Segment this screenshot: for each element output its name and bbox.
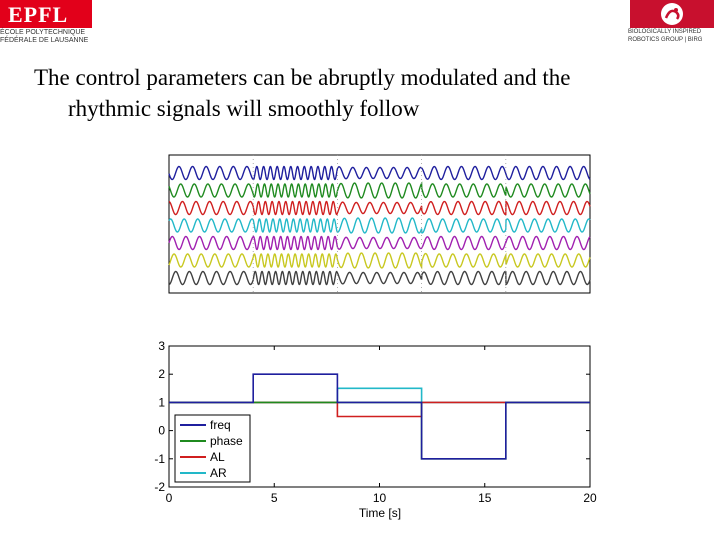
y-tick-label: 1 (158, 395, 165, 409)
oscillation-series-3 (168, 200, 591, 216)
epfl-logo: EPFL ÉCOLE POLYTECHNIQUE FÉDÉRALE DE LAU… (0, 0, 96, 46)
oscillation-series-7 (168, 270, 591, 286)
epfl-logo-line1: ÉCOLE POLYTECHNIQUE (0, 29, 86, 36)
series-line-AL (169, 401, 590, 418)
x-tick-label: 10 (373, 491, 387, 505)
slide-text: The control parameters can be abruptly m… (34, 62, 704, 124)
legend-box (174, 414, 251, 483)
legend-label-AL: AL (210, 450, 225, 464)
oscillation-series-4 (168, 217, 591, 234)
oscillation-series-2 (168, 181, 591, 199)
salamander-icon (661, 3, 683, 25)
epfl-logo-mark: EPFL (0, 0, 92, 28)
y-tick-label: -2 (154, 480, 165, 494)
x-axis-label: Time [s] (359, 506, 401, 520)
series-line-AR (169, 387, 590, 404)
legend-label-AR: AR (210, 466, 227, 480)
slide-text-line2: rhythmic signals will smoothly follow (68, 96, 420, 121)
oscillation-series-6 (168, 252, 591, 270)
y-tick-label: -1 (154, 452, 165, 466)
birg-logo-line1: BIOLOGICALLY INSPIRED (628, 29, 702, 35)
slide-text-line1: The control parameters can be abruptly m… (34, 65, 571, 90)
legend-label-phase: phase (210, 434, 243, 448)
oscillation-series-1 (168, 165, 591, 181)
legend-label-freq: freq (210, 418, 231, 432)
epfl-logo-line2: FÉDÉRALE DE LAUSANNE (0, 37, 89, 44)
y-tick-label: 2 (158, 367, 165, 381)
x-tick-label: 5 (271, 491, 278, 505)
y-tick-label: 0 (158, 424, 165, 438)
oscillation-series-5 (168, 235, 591, 251)
birg-logo-line2: ROBOTICS GROUP | BIRG (628, 37, 703, 43)
top-plot-frame (168, 154, 591, 294)
birg-logo: BIOLOGICALLY INSPIRED ROBOTICS GROUP | B… (626, 0, 718, 46)
x-tick-label: 20 (583, 491, 597, 505)
x-tick-label: 15 (478, 491, 492, 505)
x-tick-label: 0 (166, 491, 173, 505)
series-line-freq (169, 373, 590, 460)
birg-logo-mark (630, 0, 714, 28)
y-tick-label: 3 (158, 339, 165, 353)
